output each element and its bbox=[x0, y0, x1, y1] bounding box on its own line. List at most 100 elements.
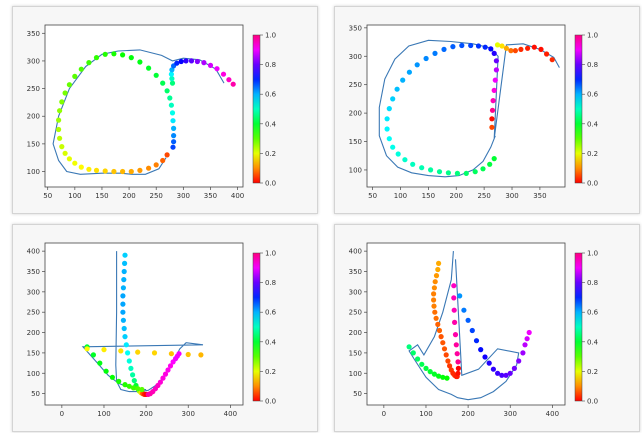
chart-svg: 50 100 150 200 250 300 350 100 150 200 250 300 350 0… bbox=[349, 24, 599, 200]
scatter-point bbox=[97, 360, 103, 366]
colorbar-tick-label: 0.0 bbox=[265, 180, 276, 188]
y-tick-label: 200 bbox=[349, 110, 362, 118]
scatter-point bbox=[524, 336, 530, 342]
scatter-point bbox=[453, 342, 459, 348]
scatter-point bbox=[171, 139, 177, 145]
scatter-point bbox=[447, 363, 453, 369]
scatter-point bbox=[455, 370, 461, 376]
y-tick-label: 200 bbox=[27, 113, 40, 121]
scatter-point bbox=[137, 59, 143, 65]
y-tick-label: 250 bbox=[349, 81, 362, 89]
scatter-point bbox=[120, 317, 126, 323]
colorbar-tick-label: 0.0 bbox=[587, 398, 598, 406]
scatter-point bbox=[494, 42, 501, 48]
scatter-point bbox=[139, 386, 145, 393]
scatter-point bbox=[226, 77, 232, 83]
scatter-point bbox=[78, 66, 84, 72]
scatter-point bbox=[431, 297, 437, 303]
y-tick-label: 350 bbox=[349, 268, 362, 276]
colorbar-tick-label: 0.8 bbox=[265, 61, 276, 69]
scatter-point bbox=[111, 51, 117, 57]
colorbar-tick-label: 1.0 bbox=[587, 32, 598, 40]
scatter-point bbox=[101, 347, 107, 353]
scatter-point bbox=[493, 58, 499, 64]
y-tick-label: 50 bbox=[31, 390, 40, 398]
scatter-point bbox=[135, 386, 141, 392]
scatter-point bbox=[455, 365, 461, 371]
scatter-point bbox=[126, 358, 132, 364]
scatter-point bbox=[402, 157, 408, 163]
scatter-point bbox=[90, 352, 96, 358]
x-tick-label: 100 bbox=[68, 192, 81, 200]
y-tick-label: 400 bbox=[27, 248, 40, 256]
scatter-point bbox=[162, 371, 169, 377]
colorbar-tick-label: 0.6 bbox=[265, 309, 277, 317]
chart-panel-bottom-left: 0 100 200 300 400 50 100 150 200 250 300 350 400 0.0… bbox=[12, 224, 318, 432]
scatter-point bbox=[489, 124, 495, 130]
colorbar: 0.0 0.2 0.4 0.6 0.8 1.0 bbox=[574, 250, 599, 406]
scatter-point bbox=[111, 168, 117, 175]
scatter-point bbox=[174, 60, 180, 66]
scatter-point bbox=[130, 372, 136, 378]
colorbar-tick-label: 1.0 bbox=[265, 32, 276, 40]
scatter-point bbox=[419, 361, 425, 367]
x-tick-label: 50 bbox=[368, 192, 377, 200]
scatter-point bbox=[57, 108, 63, 114]
scatter-point bbox=[120, 168, 126, 175]
scatter-point bbox=[157, 379, 163, 385]
scatter-point bbox=[428, 167, 434, 173]
x-tick-label: 300 bbox=[182, 410, 195, 418]
scatter-point bbox=[185, 351, 191, 358]
scatter-point bbox=[487, 161, 493, 167]
colorbar-tick-label: 0.8 bbox=[587, 61, 598, 69]
scatter-point bbox=[122, 334, 128, 340]
axes-frame bbox=[44, 24, 244, 188]
scatter-point bbox=[441, 46, 447, 53]
scatter-point bbox=[207, 62, 214, 68]
x-tick-label: 150 bbox=[95, 192, 108, 200]
colorbar-tick-label: 0.6 bbox=[587, 309, 599, 317]
y-tick-label: 300 bbox=[27, 57, 40, 65]
scatter-point bbox=[427, 369, 433, 375]
scatter-point bbox=[153, 72, 159, 78]
scatter-point bbox=[146, 165, 152, 171]
colorbar-gradient bbox=[252, 252, 261, 402]
x-tick-label: 200 bbox=[461, 410, 474, 418]
scatter-point bbox=[170, 144, 176, 150]
scatter-point bbox=[176, 351, 182, 357]
scatter-point bbox=[230, 81, 236, 87]
scatter-point bbox=[508, 48, 514, 54]
scatter-point bbox=[493, 67, 499, 73]
scatter-point bbox=[436, 327, 443, 334]
x-tick-label: 0 bbox=[60, 410, 64, 418]
colorbar-tick-label: 1.0 bbox=[265, 250, 276, 258]
scatter-point bbox=[406, 69, 412, 75]
scatter-point bbox=[490, 98, 496, 104]
scatter-point bbox=[440, 340, 446, 346]
y-tick-label: 150 bbox=[27, 349, 40, 357]
scatter-point bbox=[461, 307, 467, 313]
scatter-point bbox=[512, 48, 518, 54]
scatter-point bbox=[465, 317, 471, 323]
x-tick-label: 400 bbox=[231, 192, 244, 200]
scatter-point bbox=[103, 368, 109, 374]
scatter-point bbox=[410, 161, 416, 167]
x-tick-label: 300 bbox=[177, 192, 190, 200]
reference-line bbox=[408, 251, 520, 401]
scatter-point bbox=[125, 350, 131, 356]
scatter-point bbox=[486, 360, 492, 366]
x-tick-label: 350 bbox=[204, 192, 217, 200]
y-tick-label: 250 bbox=[27, 85, 40, 93]
scatter-point bbox=[188, 58, 195, 64]
colorbar-tick-label: 0.0 bbox=[587, 180, 598, 188]
y-tick-label: 250 bbox=[27, 309, 40, 317]
scatter-point bbox=[93, 167, 100, 173]
scatter-point bbox=[169, 110, 176, 116]
x-tick-label: 250 bbox=[150, 192, 163, 200]
scatter-point bbox=[160, 375, 166, 381]
scatter-point bbox=[160, 157, 166, 164]
scatter-point bbox=[220, 71, 227, 77]
scatter-point bbox=[128, 365, 134, 371]
scatter-point bbox=[167, 95, 173, 101]
scatter-point bbox=[214, 66, 220, 72]
